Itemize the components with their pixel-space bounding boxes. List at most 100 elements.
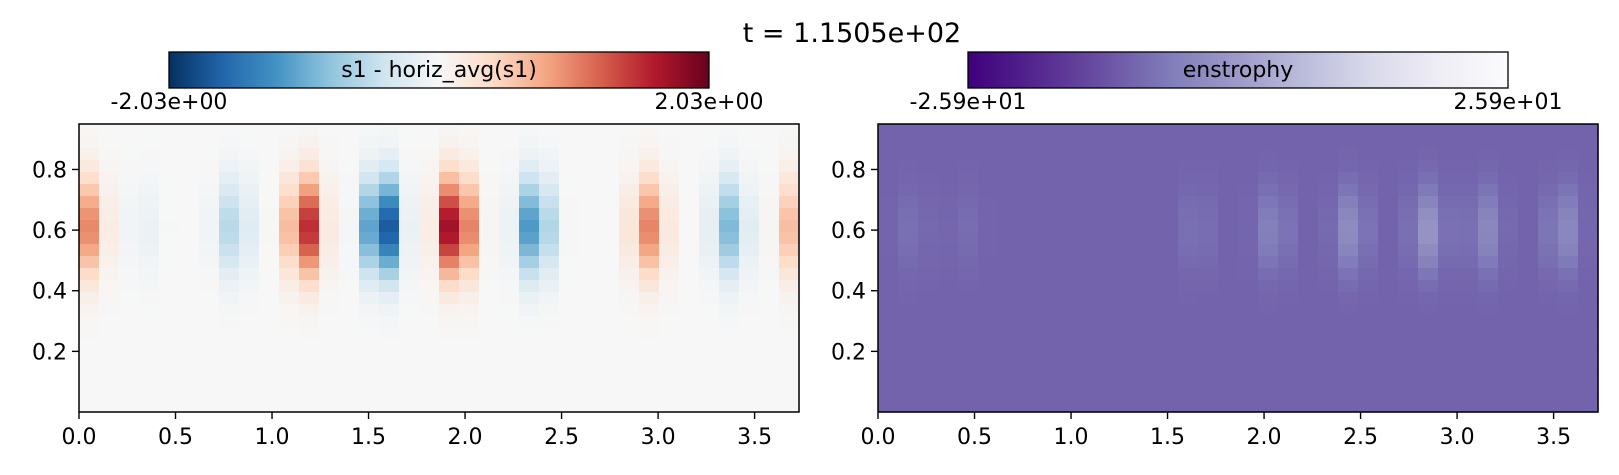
heatmap-cell <box>679 376 700 389</box>
heatmap-cell <box>599 244 620 257</box>
heatmap-cell <box>878 280 899 293</box>
heatmap-cell <box>1078 136 1099 149</box>
heatmap-cell <box>978 220 999 233</box>
heatmap-cell <box>1258 340 1279 353</box>
heatmap-cell <box>1378 268 1399 281</box>
heatmap-cell <box>978 376 999 389</box>
heatmap-cell <box>1418 220 1439 233</box>
heatmap-cell <box>1278 148 1299 161</box>
heatmap-cell <box>1298 256 1319 269</box>
heatmap-cell <box>938 388 959 401</box>
heatmap-cell <box>639 316 660 329</box>
heatmap-cell <box>1358 352 1379 365</box>
heatmap-cell <box>479 148 500 161</box>
heatmap-cell <box>599 208 620 221</box>
heatmap-cell <box>439 208 460 221</box>
heatmap-cell <box>1378 280 1399 293</box>
heatmap-cell <box>878 340 899 353</box>
heatmap-cell <box>1578 256 1599 269</box>
heatmap-cell <box>998 280 1019 293</box>
heatmap-cell <box>599 352 620 365</box>
heatmap-cell <box>439 136 460 149</box>
heatmap-cell <box>1218 184 1239 197</box>
heatmap-cell <box>739 316 760 329</box>
heatmap-cell <box>1118 364 1139 377</box>
heatmap-cell <box>659 220 680 233</box>
heatmap-cell <box>119 316 140 329</box>
heatmap-cell <box>719 316 740 329</box>
heatmap-cell <box>998 220 1019 233</box>
heatmap-cell <box>1018 292 1039 305</box>
heatmap-cell <box>399 280 420 293</box>
heatmap-cell <box>1238 232 1259 245</box>
heatmap-cell <box>1558 364 1579 377</box>
heatmap-cell <box>1398 184 1419 197</box>
heatmap-cell <box>699 364 720 377</box>
heatmap-cell <box>1338 232 1359 245</box>
heatmap-cell <box>759 340 780 353</box>
heatmap-cell <box>419 364 440 377</box>
heatmap-cell <box>239 328 260 341</box>
heatmap-cell <box>199 244 220 257</box>
heatmap-cell <box>519 316 540 329</box>
heatmap-cell <box>599 400 620 413</box>
heatmap-cell <box>319 376 340 389</box>
heatmap-cell <box>938 232 959 245</box>
heatmap-cell <box>1098 136 1119 149</box>
heatmap-cell <box>399 388 420 401</box>
colorbar-enstrophy <box>967 51 1509 89</box>
heatmap-cell <box>1318 292 1339 305</box>
heatmap-cell <box>239 208 260 221</box>
heatmap-cell <box>179 148 200 161</box>
heatmap-cell <box>1398 364 1419 377</box>
heatmap-cell <box>1538 148 1559 161</box>
heatmap-cell <box>1158 268 1179 281</box>
heatmap-cell <box>659 376 680 389</box>
heatmap-cell <box>679 184 700 197</box>
heatmap-cell <box>1158 340 1179 353</box>
heatmap-cell <box>1578 316 1599 329</box>
heatmap-cell <box>1038 388 1059 401</box>
heatmap-cell <box>639 136 660 149</box>
heatmap-cell <box>679 136 700 149</box>
heatmap-cell <box>1178 268 1199 281</box>
heatmap-cell <box>319 124 340 137</box>
heatmap-cell <box>499 316 520 329</box>
heatmap-cell <box>1098 400 1119 413</box>
heatmap-cell <box>1478 160 1499 173</box>
heatmap-cell <box>119 328 140 341</box>
heatmap-cell <box>1158 148 1179 161</box>
colorbar-enstrophy-min: -2.59e+01 <box>910 90 1027 115</box>
heatmap-cell <box>219 208 240 221</box>
heatmap-cell <box>1558 160 1579 173</box>
heatmap-cell <box>219 220 240 233</box>
heatmap-cell <box>459 256 480 269</box>
heatmap-cell <box>938 280 959 293</box>
heatmap-cell <box>159 256 180 269</box>
heatmap-cell <box>739 268 760 281</box>
heatmap-cell <box>998 400 1019 413</box>
heatmap-cell <box>179 316 200 329</box>
heatmap-cell <box>539 148 560 161</box>
heatmap-cell <box>679 292 700 305</box>
heatmap-cell <box>199 340 220 353</box>
heatmap-cell <box>559 352 580 365</box>
heatmap-cell <box>1478 316 1499 329</box>
heatmap-cell <box>1098 268 1119 281</box>
heatmap-cell <box>399 160 420 173</box>
axis-ticks-enstrophy: 0.0 0.5 1.0 1.5 2.0 2.5 3.0 3.50.20.40.60.8 <box>831 158 1571 450</box>
heatmap-cell <box>559 304 580 317</box>
heatmap-cell <box>119 244 140 257</box>
heatmap-cell <box>199 160 220 173</box>
heatmap-cell <box>1078 304 1099 317</box>
heatmap-cell <box>719 352 740 365</box>
heatmap-cell <box>978 388 999 401</box>
heatmap-cell <box>1558 232 1579 245</box>
x-tick-label: 3.5 <box>737 425 772 450</box>
heatmap-cell <box>958 160 979 173</box>
heatmap-cell <box>499 208 520 221</box>
heatmap-cell <box>1018 268 1039 281</box>
heatmap-cell <box>339 124 360 137</box>
heatmap-cell <box>699 328 720 341</box>
heatmap-cell <box>419 172 440 185</box>
